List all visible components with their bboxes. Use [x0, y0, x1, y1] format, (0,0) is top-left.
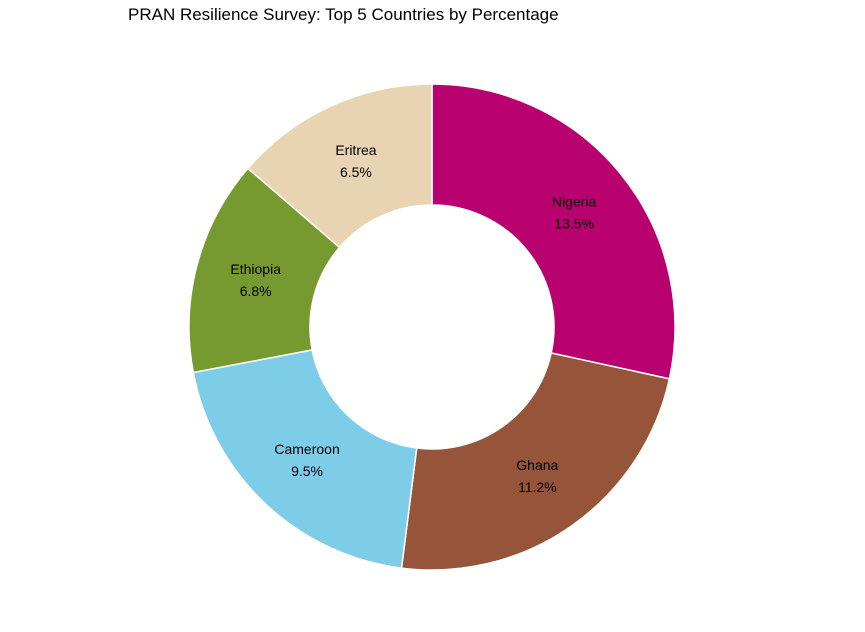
slice-label-ethiopia: Ethiopia: [230, 261, 281, 277]
slice-ghana: [400, 352, 671, 571]
slice-eritrea: [246, 83, 433, 249]
slice-value-eritrea: 6.5%: [340, 164, 372, 180]
slice-label-ghana: Ghana: [516, 457, 558, 473]
slice-label-cameroon: Cameroon: [274, 441, 339, 457]
slice-value-ghana: 11.2%: [518, 479, 557, 495]
slice-cameroon: [192, 348, 418, 569]
slice-nigeria: [431, 83, 676, 380]
slice-value-cameroon: 9.5%: [291, 463, 323, 479]
chart-title: PRAN Resilience Survey: Top 5 Countries …: [128, 5, 559, 24]
slice-value-ethiopia: 6.8%: [240, 283, 272, 299]
slice-ethiopia: [188, 167, 341, 374]
slice-label-nigeria: Nigeria: [552, 194, 597, 210]
slice-label-eritrea: Eritrea: [335, 142, 376, 158]
labels-layer: Nigeria 13.5% Ghana 11.2% Cameroon 9.5% Ethiop…: [230, 142, 596, 495]
slice-value-nigeria: 13.5%: [554, 216, 594, 232]
slices-layer: [188, 83, 676, 571]
